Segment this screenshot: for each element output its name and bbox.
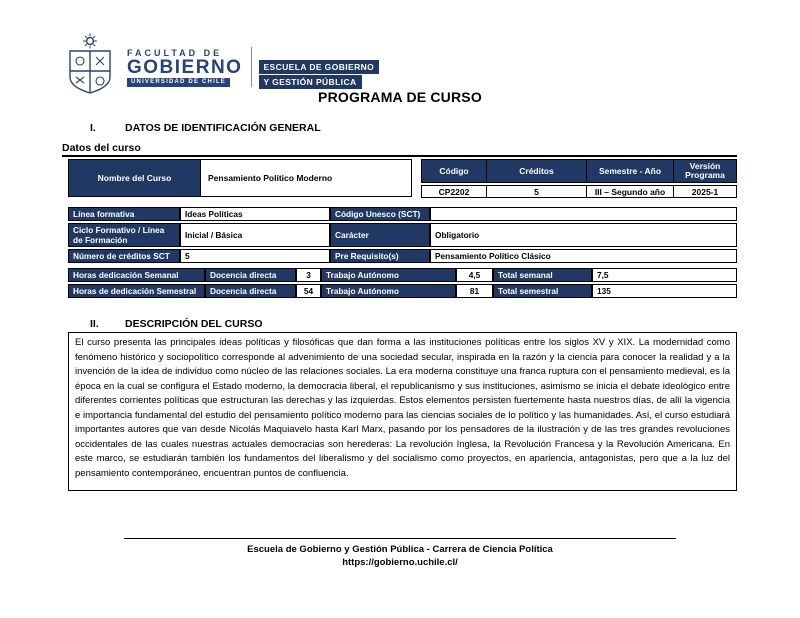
creditos-value: 5 (487, 185, 587, 198)
section2-label: DESCRIPCIÓN DEL CURSO (125, 318, 263, 330)
docencia-semestral-value: 54 (296, 284, 321, 298)
page-footer: Escuela de Gobierno y Gestión Pública - … (124, 538, 676, 569)
total-semestral-value: 135 (592, 284, 737, 298)
section2-heading: II. DESCRIPCIÓN DEL CURSO (90, 318, 263, 330)
course-name-group: Nombre del Curso Pensamiento Político Mo… (68, 159, 412, 197)
course-code-group: Código Créditos Semestre - Año Versión P… (421, 159, 737, 198)
section1-label: DATOS DE IDENTIFICACIÓN GENERAL (125, 122, 321, 134)
creditos-header: Créditos (487, 159, 587, 183)
course-identification-table: Nombre del Curso Pensamiento Político Mo… (68, 159, 737, 198)
datos-del-curso-label: Datos del curso (62, 142, 141, 154)
table-row: Número de créditos SCT 5 Pre Requisito(s… (68, 249, 737, 263)
total-semanal-value: 7,5 (592, 268, 737, 282)
course-name-value: Pensamiento Político Moderno (201, 160, 411, 196)
prerequisito-value: Pensamiento Político Clásico (430, 249, 737, 263)
horas-semestral-label: Horas de dedicación Semestral (68, 284, 205, 298)
codigo-unesco-label: Código Unesco (SCT) (330, 207, 430, 221)
ciclo-formativo-value: Inicial / Básica (180, 223, 330, 247)
course-code-header-row: Código Créditos Semestre - Año Versión P… (421, 159, 737, 183)
creditos-sct-value: 5 (180, 249, 330, 263)
semestre-header: Semestre - Año (587, 159, 674, 183)
codigo-unesco-value (430, 207, 737, 221)
horas-semanal-label: Horas dedicación Semanal (68, 268, 205, 282)
linea-formativa-value: Ideas Políticas (180, 207, 330, 221)
course-description: El curso presenta las principales ideas … (68, 332, 737, 491)
table-row: Ciclo Formativo / Línea de Formación Ini… (68, 223, 737, 247)
version-header: Versión Programa (674, 159, 737, 183)
footer-school-line: Escuela de Gobierno y Gestión Pública - … (247, 544, 553, 555)
logo-divider (251, 47, 253, 87)
table-row: Línea formativa Ideas Políticas Código U… (68, 207, 737, 221)
autonomo-semanal-value: 4,5 (456, 268, 493, 282)
course-name-label: Nombre del Curso (69, 160, 201, 196)
school-badge-line1: ESCUELA DE GOBIERNO (259, 60, 380, 74)
codigo-value: CP2202 (421, 185, 487, 198)
version-value: 2025-1 (674, 185, 737, 198)
page-title: PROGRAMA DE CURSO (318, 89, 482, 105)
school-badge: ESCUELA DE GOBIERNO Y GESTIÓN PÚBLICA (259, 60, 380, 89)
semestre-value: III – Segundo año (587, 185, 674, 198)
course-info-table: Línea formativa Ideas Políticas Código U… (68, 205, 737, 265)
ciclo-formativo-label: Ciclo Formativo / Línea de Formación (68, 223, 180, 247)
school-badge-line2: Y GESTIÓN PÚBLICA (259, 75, 362, 89)
prerequisito-label: Pre Requisito(s) (330, 249, 430, 263)
faculty-wordmark: FACULTAD DE GOBIERNO UNIVERSIDAD DE CHIL… (127, 48, 242, 87)
trabajo-autonomo-label: Trabajo Autónomo (321, 268, 456, 282)
table-row: Horas dedicación Semanal Docencia direct… (68, 268, 737, 282)
faculty-name-top: FACULTAD DE (127, 48, 223, 58)
course-code-value-row: CP2202 5 III – Segundo año 2025-1 (421, 185, 737, 198)
codigo-header: Código (421, 159, 487, 183)
creditos-sct-label: Número de créditos SCT (68, 249, 180, 263)
docencia-directa-label: Docencia directa (205, 284, 296, 298)
faculty-name-main: GOBIERNO (127, 57, 243, 78)
university-logo: FACULTAD DE GOBIERNO UNIVERSIDAD DE CHIL… (62, 33, 380, 95)
table-row: Horas de dedicación Semestral Docencia d… (68, 284, 737, 298)
docencia-semanal-value: 3 (296, 268, 321, 282)
caracter-label: Carácter (330, 223, 430, 247)
caracter-value: Obligatorio (430, 223, 737, 247)
footer-url: https://gobierno.uchile.cl/ (342, 557, 458, 568)
datos-del-curso-rule (62, 155, 737, 157)
autonomo-semestral-value: 81 (456, 284, 493, 298)
university-name-bar: UNIVERSIDAD DE CHILE (127, 78, 231, 87)
total-semanal-label: Total semanal (493, 268, 592, 282)
section1-heading: I. DATOS DE IDENTIFICACIÓN GENERAL (90, 122, 321, 134)
linea-formativa-label: Línea formativa (68, 207, 180, 221)
section1-number: I. (90, 122, 96, 134)
section2-number: II. (90, 318, 99, 330)
hours-table: Horas dedicación Semanal Docencia direct… (68, 266, 737, 300)
total-semestral-label: Total semestral (493, 284, 592, 298)
university-crest-icon (69, 33, 111, 94)
docencia-directa-label: Docencia directa (205, 268, 296, 282)
trabajo-autonomo-label: Trabajo Autónomo (321, 284, 456, 298)
